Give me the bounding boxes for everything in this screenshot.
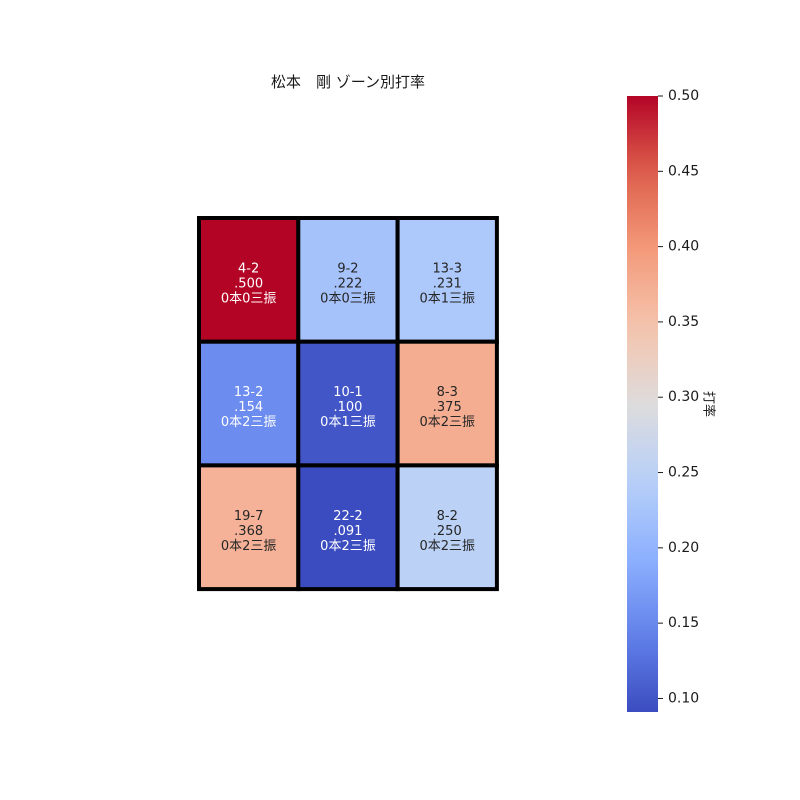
cell-average-label: .250 — [433, 524, 462, 539]
cell-record-label: 10-1 — [333, 385, 363, 400]
colorbar-label: 打率 — [701, 391, 717, 417]
cell-summary-label: 0本2三振 — [221, 539, 277, 554]
colorbar-tick-label: 0.10 — [668, 690, 699, 706]
colorbar-tick-label: 0.20 — [668, 540, 699, 556]
cell-summary-label: 0本2三振 — [419, 539, 475, 554]
cell-record-label: 8-3 — [437, 385, 458, 400]
heatmap-cell-r2-c1 — [296, 463, 400, 592]
heatmap-cell-r2-c0 — [197, 463, 301, 592]
cell-summary-label: 0本2三振 — [320, 539, 376, 554]
cell-summary-label: 0本2三振 — [419, 415, 475, 430]
cell-average-label: .091 — [333, 524, 362, 539]
cell-summary-label: 0本0三振 — [221, 291, 277, 306]
cell-record-label: 22-2 — [333, 509, 363, 524]
colorbar-tick-label: 0.45 — [668, 163, 699, 179]
colorbar-tick-label: 0.15 — [668, 615, 699, 631]
cell-average-label: .368 — [234, 524, 263, 539]
cell-average-label: .500 — [234, 276, 263, 291]
cell-record-label: 13-3 — [432, 261, 462, 276]
colorbar-tick-label: 0.40 — [668, 239, 699, 255]
heatmap-cell-r0-c0 — [197, 216, 301, 344]
cell-average-label: .100 — [333, 400, 362, 415]
colorbar-tick-label: 0.50 — [668, 88, 699, 104]
cell-record-label: 9-2 — [337, 261, 358, 276]
cell-summary-label: 0本1三振 — [320, 415, 376, 430]
cell-average-label: .231 — [433, 276, 462, 291]
cell-summary-label: 0本0三振 — [320, 291, 376, 306]
heatmap-cell-r1-c2 — [395, 339, 499, 468]
cell-average-label: .154 — [234, 400, 263, 415]
colorbar-tick-label: 0.30 — [668, 389, 699, 405]
cell-record-label: 13-2 — [234, 385, 264, 400]
colorbar-gradient — [627, 96, 658, 712]
cell-summary-label: 0本2三振 — [221, 415, 277, 430]
cell-average-label: .375 — [433, 400, 462, 415]
heatmap-grid: 4-2.5000本0三振9-2.2220本0三振13-3.2310本1三振13-… — [197, 216, 499, 592]
cell-average-label: .222 — [333, 276, 362, 291]
chart-title: 松本 剛 ゾーン別打率 — [271, 73, 425, 91]
colorbar: 0.10 0.15 0.20 0.25 0.30 0.35 0.40 0.45 0.50 打率 — [627, 88, 717, 712]
colorbar-tick-label: 0.35 — [668, 314, 699, 330]
cell-record-label: 19-7 — [234, 509, 264, 524]
cell-summary-label: 0本1三振 — [419, 291, 475, 306]
heatmap-cell-r2-c2 — [395, 463, 499, 592]
cell-record-label: 4-2 — [238, 261, 259, 276]
cell-record-label: 8-2 — [437, 509, 458, 524]
colorbar-tick-label: 0.25 — [668, 465, 699, 481]
